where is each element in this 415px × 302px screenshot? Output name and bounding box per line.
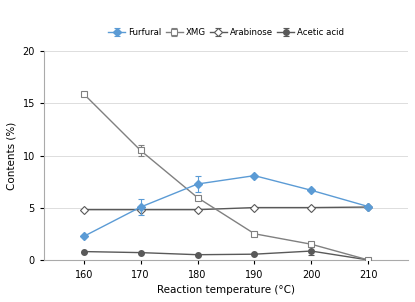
Y-axis label: Contents (%): Contents (%) — [7, 122, 17, 190]
X-axis label: Reaction temperature (°C): Reaction temperature (°C) — [157, 285, 295, 295]
Legend: Furfural, XMG, Arabinose, Acetic acid: Furfural, XMG, Arabinose, Acetic acid — [108, 28, 344, 37]
